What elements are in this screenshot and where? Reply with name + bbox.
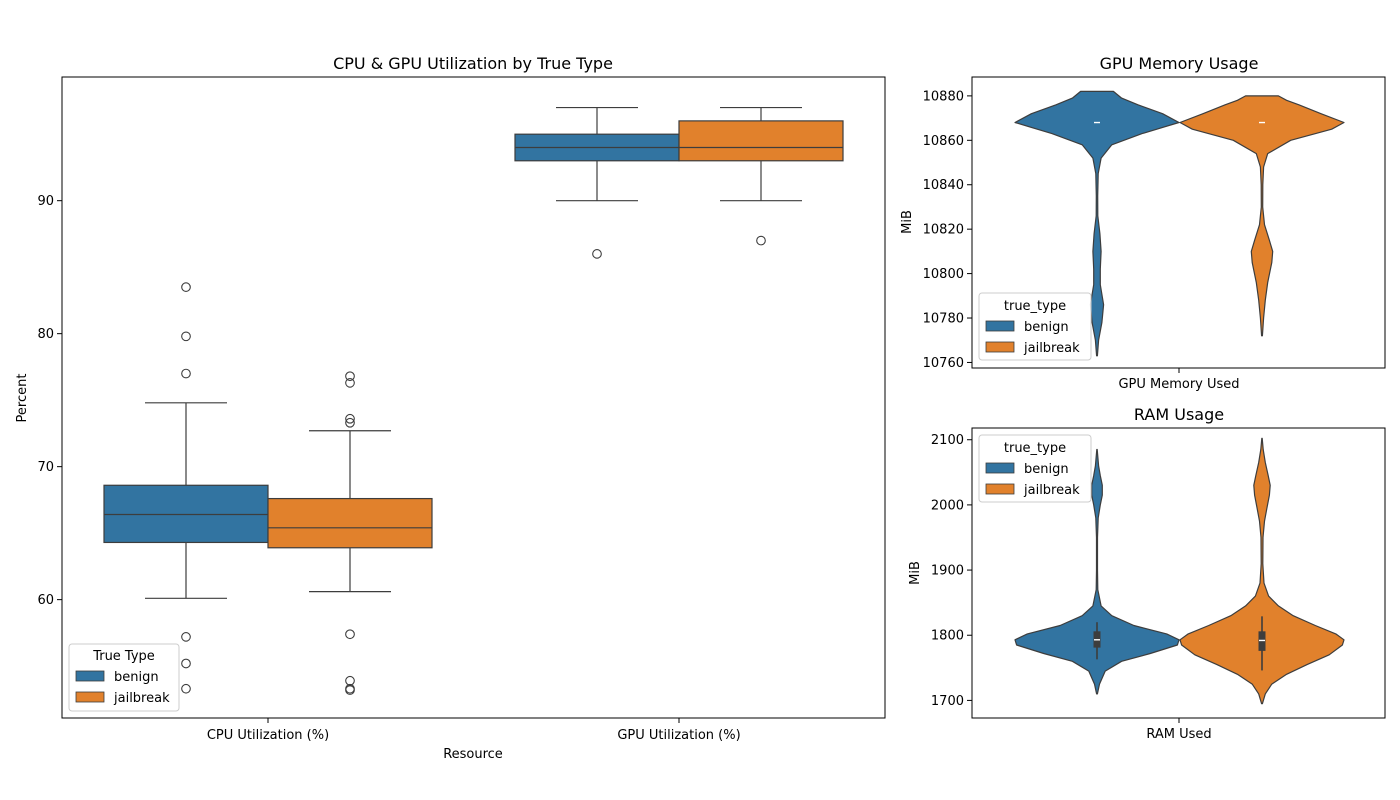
ram-yticks: 1700 1800 1900 2000 2100 [931,433,972,709]
ytick-label: 1900 [931,564,964,579]
ram-title: RAM Usage [1134,405,1224,424]
box-body [103,484,269,544]
box-body [267,497,433,549]
util-legend-benign-label: benign [114,670,159,685]
outlier-point [345,685,355,695]
ram-legend-jailbreak-label: jailbreak [1023,483,1080,498]
gpumem-xlabel: GPU Memory Used [1118,377,1239,392]
ram-legend-jailbreak-swatch [985,483,1015,495]
outlier-point [181,282,191,292]
util-frame [61,76,886,719]
ram-legend: true_type benign jailbreak [978,434,1092,503]
ytick-label: 10840 [923,178,964,193]
gpumem-legend-jailbreak-label: jailbreak [1023,341,1080,356]
outlier-point [345,629,355,640]
ytick-label: 10800 [923,267,964,282]
outlier-point [592,249,602,259]
violin-jailbreak [1179,95,1345,337]
ram-violin: RAM Usage MiB RAM Used 1700 1800 1900 2000 2… [908,405,1386,742]
ram-ylabel: MiB [908,561,923,585]
outlier-point [345,371,355,382]
util-xtick-cpu: CPU Utilization (%) [207,728,329,743]
utilization-boxplot: CPU & GPU Utilization by True Type Perce… [15,54,886,762]
ytick-label: 1800 [931,629,964,644]
gpumem-legend-benign-label: benign [1024,320,1069,335]
gpu-memory-violin: GPU Memory Usage MiB GPU Memory Used 107… [900,54,1386,392]
ram-xlabel: RAM Used [1146,727,1211,742]
outlier-point [345,378,355,388]
outlier-point [181,658,191,669]
ytick-label: 10780 [923,312,964,327]
util-title: CPU & GPU Utilization by True Type [333,54,613,73]
ytick-label: 90 [37,194,54,209]
util-yticks: 60 70 80 90 [37,194,62,608]
violin-benign [1014,448,1180,695]
box-jailbreak-1 [678,106,844,246]
outlier-point [756,235,766,246]
util-legend: True Type benign jailbreak [68,643,180,712]
gpumem-legend-jailbreak-swatch [985,341,1015,353]
ytick-label: 1700 [931,694,964,709]
util-xtick-gpu: GPU Utilization (%) [617,728,740,743]
ram-legend-benign-swatch [985,462,1015,474]
ytick-label: 80 [37,327,54,342]
ytick-label: 70 [37,460,54,475]
box-jailbreak-0 [267,371,433,695]
util-legend-benign-swatch [75,670,105,682]
outlier-point [181,331,191,342]
box-benign-0 [103,282,269,694]
box-benign-1 [514,106,680,259]
ytick-label: 10760 [923,356,964,371]
ytick-label: 60 [37,593,54,608]
gpumem-legend-title: true_type [1004,299,1066,314]
util-xlabel: Resource [443,747,503,762]
ram-legend-title: true_type [1004,441,1066,456]
ytick-label: 10820 [923,223,964,238]
violin-body [1179,437,1345,705]
violin-jailbreak [1179,437,1345,705]
ytick-label: 2100 [931,433,964,448]
gpumem-legend: true_type benign jailbreak [978,292,1092,361]
gpumem-marks [1014,90,1345,357]
ytick-label: 10860 [923,134,964,149]
ram-marks [1014,437,1345,705]
gpumem-title: GPU Memory Usage [1100,54,1259,73]
util-ylabel: Percent [15,374,30,423]
outlier-point [181,368,191,379]
violin-body [1179,95,1345,337]
util-legend-jailbreak-swatch [75,691,105,703]
violin-body [1014,90,1180,357]
ytick-label: 2000 [931,498,964,513]
util-legend-jailbreak-label: jailbreak [113,691,170,706]
violin-benign [1014,90,1180,357]
box-body [678,120,844,162]
ram-frame [971,427,1386,719]
gpumem-legend-benign-swatch [985,320,1015,332]
outlier-point [345,413,355,424]
violin-body [1014,448,1180,695]
util-marks [103,106,844,695]
util-legend-title: True Type [92,649,155,664]
outlier-point [181,683,191,694]
outlier-point [345,675,355,686]
outlier-point [181,632,191,642]
ytick-label: 10880 [923,89,964,104]
gpumem-yticks: 10760 10780 10800 10820 10840 10860 10880 [923,89,972,371]
ram-legend-benign-label: benign [1024,462,1069,477]
gpumem-frame [971,76,1386,369]
outlier-point [345,417,355,428]
gpumem-ylabel: MiB [900,210,915,234]
